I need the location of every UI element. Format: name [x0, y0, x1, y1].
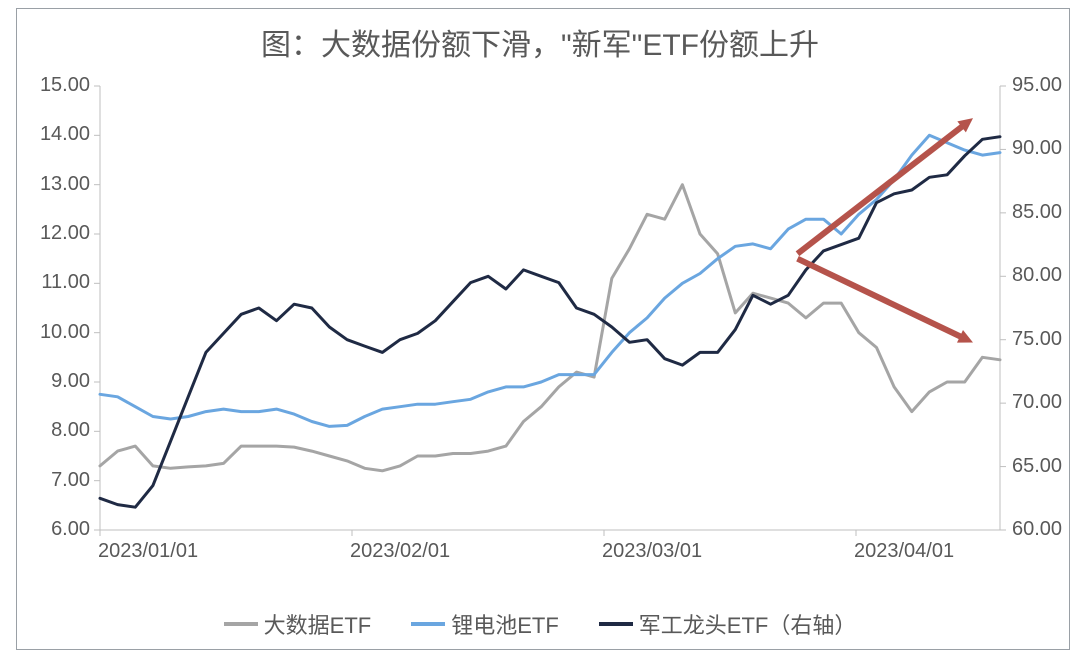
- legend: 大数据ETF 锂电池ETF 军工龙头ETF（右轴）: [0, 608, 1080, 640]
- y-left-label: 10.00: [40, 321, 90, 344]
- y-left-label: 15.00: [40, 74, 90, 97]
- y-left-label: 11.00: [41, 271, 90, 294]
- y-right-label: 80.00: [1012, 264, 1062, 287]
- chart-container: 图：大数据份额下滑，"新军"ETF份额上升6.007.008.009.0010.…: [0, 0, 1080, 658]
- y-right-label: 95.00: [1012, 74, 1062, 97]
- legend-label: 大数据ETF: [264, 608, 372, 640]
- x-axis-label: 2023/01/01: [98, 540, 198, 563]
- y-right-label: 70.00: [1012, 391, 1062, 414]
- y-left-label: 14.00: [40, 123, 90, 146]
- legend-label: 军工龙头ETF（右轴）: [639, 608, 857, 640]
- y-left-label: 12.00: [40, 222, 90, 245]
- legend-item: 大数据ETF: [224, 608, 372, 640]
- y-right-label: 90.00: [1012, 137, 1062, 160]
- legend-item: 军工龙头ETF（右轴）: [599, 608, 857, 640]
- annotation-arrow-0: [798, 124, 966, 254]
- legend-item: 锂电池ETF: [411, 608, 559, 640]
- y-right-label: 75.00: [1012, 328, 1062, 351]
- y-right-label: 65.00: [1012, 455, 1062, 478]
- x-axis-label: 2023/04/01: [854, 540, 954, 563]
- legend-swatch: [224, 622, 258, 626]
- y-right-label: 85.00: [1012, 201, 1062, 224]
- legend-label: 锂电池ETF: [451, 608, 559, 640]
- legend-swatch: [411, 622, 445, 626]
- x-axis-label: 2023/02/01: [350, 540, 450, 563]
- x-axis-label: 2023/03/01: [602, 540, 702, 563]
- y-left-label: 9.00: [51, 370, 90, 393]
- y-left-label: 6.00: [51, 518, 90, 541]
- y-right-label: 60.00: [1012, 518, 1062, 541]
- y-left-label: 7.00: [51, 469, 90, 492]
- y-left-label: 8.00: [51, 419, 90, 442]
- legend-swatch: [599, 622, 633, 626]
- y-left-label: 13.00: [40, 173, 90, 196]
- annotation-arrow-1: [798, 259, 965, 339]
